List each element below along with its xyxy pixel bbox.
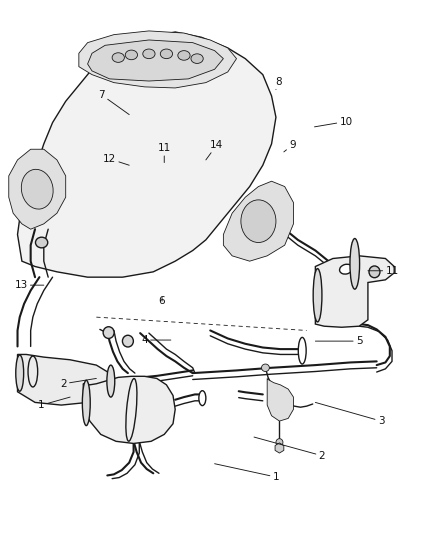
Ellipse shape [339, 264, 353, 274]
Text: 3: 3 [315, 402, 385, 426]
Polygon shape [88, 40, 223, 81]
Polygon shape [267, 378, 293, 421]
Text: 6: 6 [159, 296, 166, 306]
Polygon shape [18, 32, 276, 277]
Text: 11: 11 [158, 143, 171, 163]
Ellipse shape [191, 54, 203, 63]
Polygon shape [79, 31, 237, 88]
Text: 10: 10 [314, 117, 353, 127]
Ellipse shape [276, 439, 283, 446]
Ellipse shape [103, 327, 114, 338]
Ellipse shape [261, 364, 269, 372]
Ellipse shape [122, 335, 133, 347]
Text: 5: 5 [315, 336, 363, 346]
Ellipse shape [178, 51, 190, 60]
Ellipse shape [369, 266, 380, 278]
Text: 1: 1 [38, 397, 70, 410]
Polygon shape [9, 149, 66, 229]
Text: 1: 1 [215, 464, 279, 482]
Ellipse shape [350, 239, 360, 289]
Text: 2: 2 [60, 378, 96, 389]
Text: 12: 12 [103, 154, 129, 165]
Ellipse shape [21, 169, 53, 209]
Ellipse shape [160, 49, 173, 59]
Ellipse shape [143, 49, 155, 59]
Text: 4: 4 [141, 335, 171, 345]
Text: 9: 9 [284, 140, 296, 152]
Ellipse shape [112, 53, 124, 62]
Ellipse shape [107, 365, 115, 397]
Text: 2: 2 [254, 437, 325, 461]
Polygon shape [275, 443, 284, 453]
Ellipse shape [298, 337, 306, 364]
Text: 11: 11 [368, 266, 399, 276]
Polygon shape [315, 256, 394, 327]
Text: 7: 7 [98, 90, 129, 115]
Ellipse shape [125, 50, 138, 60]
Text: 13: 13 [14, 280, 44, 290]
Polygon shape [18, 354, 114, 405]
Text: 14: 14 [206, 140, 223, 160]
Text: 8: 8 [275, 77, 282, 90]
Ellipse shape [199, 391, 206, 406]
Polygon shape [83, 376, 175, 443]
Ellipse shape [241, 200, 276, 243]
Ellipse shape [313, 269, 322, 322]
Ellipse shape [35, 237, 48, 248]
Ellipse shape [82, 381, 90, 425]
Polygon shape [223, 181, 293, 261]
Ellipse shape [16, 355, 24, 391]
